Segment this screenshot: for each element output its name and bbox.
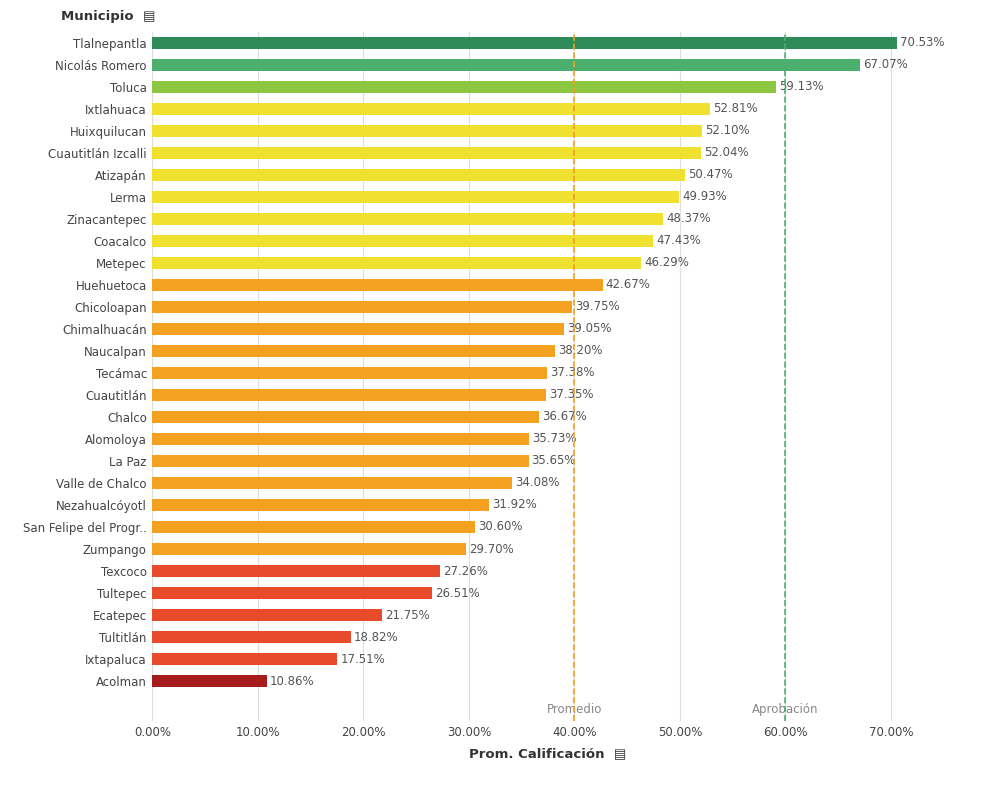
Bar [152,653,337,665]
Text: 21.75%: 21.75% [385,608,430,622]
Bar [152,499,490,511]
Bar [152,411,540,423]
Text: 38.20%: 38.20% [558,345,604,357]
Text: Promedio: Promedio [547,703,602,716]
Text: 37.35%: 37.35% [549,388,594,402]
Text: 59.13%: 59.13% [780,80,824,93]
X-axis label: Prom. Calificación  ▤: Prom. Calificación ▤ [470,747,626,760]
Bar [152,389,547,401]
Bar [152,124,702,137]
Text: 34.08%: 34.08% [515,477,559,489]
Text: 52.04%: 52.04% [705,147,749,159]
Text: Municipio  ▤: Municipio ▤ [61,10,155,24]
Bar [152,477,512,489]
Text: 47.43%: 47.43% [656,234,701,247]
Bar [152,169,685,181]
Text: 50.47%: 50.47% [688,168,732,181]
Bar [152,147,702,159]
Text: 35.73%: 35.73% [533,432,577,445]
Bar [152,675,267,687]
Text: 67.07%: 67.07% [863,58,908,71]
Text: 10.86%: 10.86% [270,675,315,687]
Bar [152,81,777,93]
Bar [152,543,466,555]
Bar [152,191,679,203]
Text: 30.60%: 30.60% [479,520,523,534]
Bar [152,301,572,313]
Bar [152,59,860,70]
Bar [152,213,663,225]
Text: 70.53%: 70.53% [899,36,945,49]
Bar [152,631,351,643]
Bar [152,587,433,599]
Bar [152,521,475,533]
Text: 39.05%: 39.05% [567,322,612,335]
Text: 17.51%: 17.51% [340,653,385,665]
Text: 27.26%: 27.26% [443,565,488,577]
Bar [152,36,896,49]
Text: 18.82%: 18.82% [354,630,399,644]
Text: 49.93%: 49.93% [682,190,727,204]
Text: 26.51%: 26.51% [435,587,480,600]
Bar [152,565,440,577]
Bar [152,323,564,335]
Bar [152,455,529,467]
Text: 37.38%: 37.38% [549,367,595,379]
Text: 29.70%: 29.70% [469,543,514,555]
Text: 46.29%: 46.29% [644,257,689,269]
Text: 48.37%: 48.37% [665,212,711,225]
Text: 42.67%: 42.67% [606,278,651,291]
Bar [152,257,641,268]
Bar [152,234,653,247]
Bar [152,345,555,357]
Bar [152,433,530,445]
Bar [152,367,547,379]
Text: 52.10%: 52.10% [705,124,750,137]
Text: 31.92%: 31.92% [492,498,537,512]
Text: 36.67%: 36.67% [543,410,587,424]
Text: Aprobación: Aprobación [752,703,819,716]
Bar [152,103,710,115]
Text: 39.75%: 39.75% [575,300,619,314]
Bar [152,609,381,621]
Bar [152,279,603,291]
Text: 52.81%: 52.81% [713,102,757,115]
Text: 35.65%: 35.65% [532,455,576,467]
